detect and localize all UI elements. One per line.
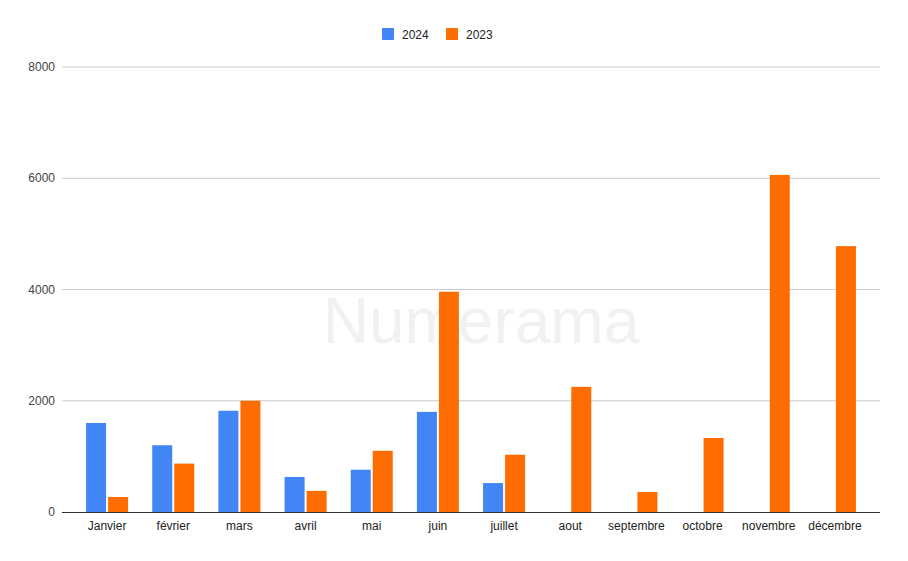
x-tick-label: juillet: [489, 519, 518, 533]
bar: [417, 412, 437, 512]
y-tick-label: 0: [48, 505, 55, 519]
bar: [351, 470, 371, 512]
bar: [307, 491, 327, 512]
y-tick-label: 4000: [28, 283, 55, 297]
bar: [483, 483, 503, 512]
x-tick-label: Janvier: [88, 519, 127, 533]
y-tick-label: 6000: [28, 171, 55, 185]
chart: Numerama 0 2000 4000 6000 8000 Janvier février m…: [0, 0, 908, 561]
x-tick-label: mai: [362, 519, 381, 533]
bar: [285, 477, 305, 512]
y-tick-label: 2000: [28, 394, 55, 408]
legend-swatch: [382, 28, 394, 40]
legend: 2024 2023: [382, 28, 493, 42]
x-tick-label: novembre: [742, 519, 796, 533]
y-tick-label: 8000: [28, 60, 55, 74]
bar: [218, 411, 238, 512]
grid-line: [62, 178, 880, 179]
bar: [373, 451, 393, 512]
bar: [637, 492, 657, 512]
x-tick-label: décembre: [808, 519, 862, 533]
bar: [505, 455, 525, 512]
legend-label: 2023: [466, 28, 493, 42]
bar: [108, 497, 128, 512]
bar: [439, 292, 459, 512]
x-tick-label: avril: [295, 519, 317, 533]
bar: [836, 246, 856, 512]
bars: [86, 175, 856, 512]
bar: [174, 464, 194, 512]
bar: [240, 401, 260, 512]
grid-line: [62, 289, 880, 290]
legend-swatch: [446, 28, 458, 40]
x-axis: [62, 512, 880, 513]
x-tick-label: aout: [559, 519, 583, 533]
bar: [704, 438, 724, 512]
bar: [571, 387, 591, 512]
x-tick-label: mars: [226, 519, 253, 533]
x-tick-label: octobre: [683, 519, 723, 533]
x-tick-label: septembre: [608, 519, 665, 533]
grid-line: [62, 67, 880, 68]
x-tick-label: juin: [428, 519, 448, 533]
bar: [152, 445, 172, 512]
x-tick-label: février: [157, 519, 190, 533]
bar: [86, 423, 106, 512]
grid-line: [62, 400, 880, 401]
legend-label: 2024: [402, 28, 429, 42]
bar: [770, 175, 790, 512]
watermark: Numerama: [323, 285, 640, 357]
